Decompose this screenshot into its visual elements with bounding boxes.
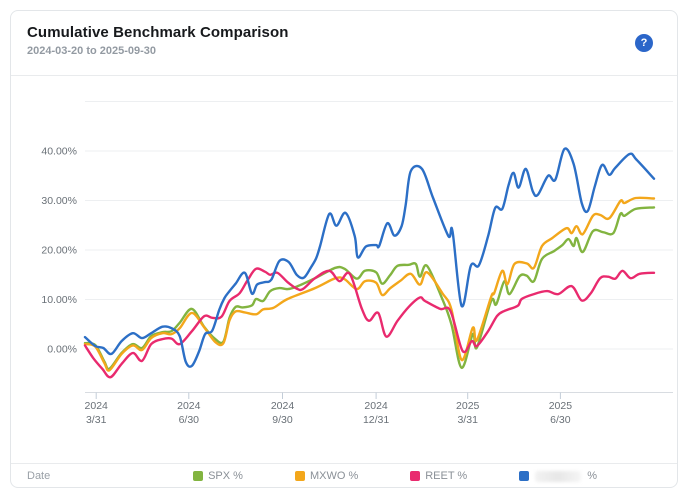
chart-legend: Date SPX % MXWO % REET %% — [11, 463, 677, 487]
legend-swatch-reet — [410, 471, 421, 481]
y-axis-label: 20.00% — [41, 245, 77, 257]
legend-swatch-spx — [193, 471, 204, 481]
date-range-subtitle: 2024-03-20 to 2025-09-30 — [27, 45, 157, 57]
series-line-reet — [83, 267, 656, 379]
legend-label-reet: REET % — [425, 470, 468, 482]
x-axis-label-date: 3/31 — [457, 414, 478, 426]
legend-label-series4: % — [587, 470, 597, 482]
legend-label-redacted — [535, 470, 582, 482]
x-axis-label-date: 6/30 — [179, 414, 200, 426]
x-axis-label-year: 2024 — [364, 400, 388, 412]
legend-item-reet[interactable]: REET % — [410, 470, 467, 482]
x-axis-label-date: 6/30 — [550, 414, 571, 426]
x-axis-label-date: 9/30 — [272, 414, 293, 426]
header-text: Cumulative Benchmark Comparison 2024-03-… — [27, 24, 289, 57]
cumulative-line-chart: 40.00% 30.00% 20.00% 10.00% 0.00% 2024 3/31 202… — [11, 76, 677, 463]
legend-item-mxwo[interactable]: MXWO % — [294, 470, 359, 482]
series-line-mxwo — [83, 196, 656, 372]
card-header: Cumulative Benchmark Comparison 2024-03-… — [11, 11, 677, 76]
chart-canvas: 40.00% 30.00% 20.00% 10.00% 0.00% 2024 3/31 202… — [41, 101, 673, 426]
page-title: Cumulative Benchmark Comparison — [27, 24, 289, 41]
x-axis-label-date: 3/31 — [86, 414, 107, 426]
x-axis-label-year: 2024 — [85, 400, 109, 412]
x-axis-label-year: 2024 — [271, 400, 295, 412]
legend-item-series4[interactable]: % — [519, 470, 597, 482]
x-axis-label-year: 2025 — [549, 400, 573, 412]
benchmark-comparison-card: Cumulative Benchmark Comparison 2024-03-… — [10, 10, 678, 488]
legend-swatch-mxwo — [294, 471, 305, 481]
legend-label-mxwo: MXWO % — [309, 470, 359, 482]
y-axis-label: 0.00% — [47, 344, 77, 356]
y-axis-label: 10.00% — [41, 294, 77, 306]
series-line-spx — [83, 206, 656, 371]
x-axis-label-year: 2024 — [177, 400, 201, 412]
legend-items: SPX % MXWO % REET %% — [193, 470, 597, 482]
help-icon[interactable]: ? — [635, 34, 653, 52]
x-axis-label-year: 2025 — [456, 400, 480, 412]
x-axis-label-date: 12/31 — [363, 414, 389, 426]
legend-label-spx: SPX % — [208, 470, 243, 482]
y-axis-label: 40.00% — [41, 146, 77, 158]
legend-date-label: Date — [27, 470, 51, 482]
legend-swatch-series4 — [519, 471, 530, 481]
series-line-series4 — [83, 147, 656, 368]
y-axis-label: 30.00% — [41, 195, 77, 207]
legend-item-spx[interactable]: SPX % — [193, 470, 243, 482]
